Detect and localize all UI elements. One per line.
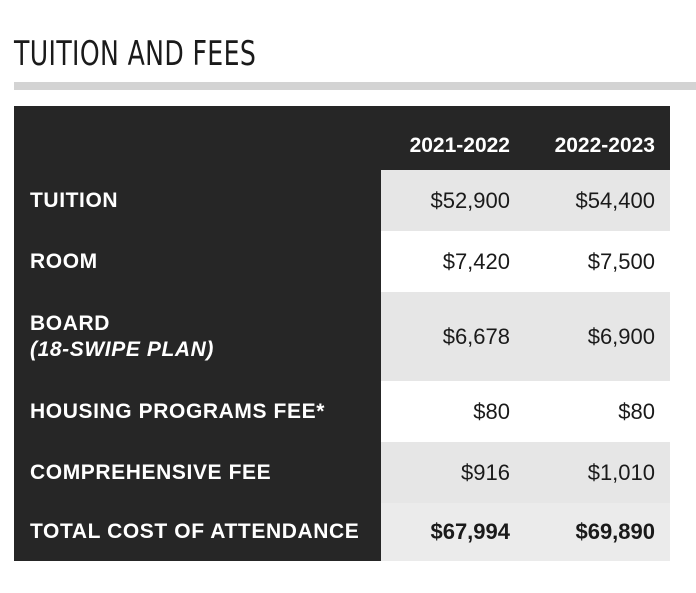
row-label-total: TOTAL COST OF ATTENDANCE — [14, 503, 381, 561]
table-header-row: 2021-2022 2022-2023 — [14, 106, 670, 170]
value-room-2022-2023: $7,500 — [525, 231, 670, 292]
row-label-tuition: TUITION — [14, 170, 381, 231]
value-total-2021-2022: $67,994 — [381, 503, 525, 561]
row-label-board: BOARD (18-SWIPE PLAN) — [14, 292, 381, 381]
table-row-comprehensive-fee: COMPREHENSIVE FEE $916 $1,010 — [14, 442, 670, 503]
row-label-board-plan: (18-SWIPE PLAN) — [30, 338, 215, 361]
page-title: TUITION AND FEES — [14, 34, 257, 74]
value-comprehensive-fee-2021-2022: $916 — [381, 442, 525, 503]
value-board-2022-2023: $6,900 — [525, 292, 670, 381]
column-header-2022-2023: 2022-2023 — [525, 106, 670, 170]
value-housing-fee-2022-2023: $80 — [525, 381, 670, 442]
value-comprehensive-fee-2022-2023: $1,010 — [525, 442, 670, 503]
table-row-tuition: TUITION $52,900 $54,400 — [14, 170, 670, 231]
value-housing-fee-2021-2022: $80 — [381, 381, 525, 442]
value-board-2021-2022: $6,678 — [381, 292, 525, 381]
value-room-2021-2022: $7,420 — [381, 231, 525, 292]
table-row-housing-programs-fee: HOUSING PROGRAMS FEE* $80 $80 — [14, 381, 670, 442]
table-row-total: TOTAL COST OF ATTENDANCE $67,994 $69,890 — [14, 503, 670, 561]
row-label-comprehensive-fee: COMPREHENSIVE FEE — [14, 442, 381, 503]
table-row-room: ROOM $7,420 $7,500 — [14, 231, 670, 292]
column-header-2021-2022: 2021-2022 — [381, 106, 525, 170]
table-row-board: BOARD (18-SWIPE PLAN) $6,678 $6,900 — [14, 292, 670, 381]
title-divider — [14, 82, 696, 90]
value-total-2022-2023: $69,890 — [525, 503, 670, 561]
row-label-housing-programs-fee: HOUSING PROGRAMS FEE* — [14, 381, 381, 442]
header-blank-cell — [14, 106, 381, 170]
row-label-room: ROOM — [14, 231, 381, 292]
fees-table: 2021-2022 2022-2023 TUITION $52,900 $54,… — [14, 106, 670, 561]
value-tuition-2022-2023: $54,400 — [525, 170, 670, 231]
value-tuition-2021-2022: $52,900 — [381, 170, 525, 231]
row-label-board-main: BOARD — [30, 312, 110, 335]
